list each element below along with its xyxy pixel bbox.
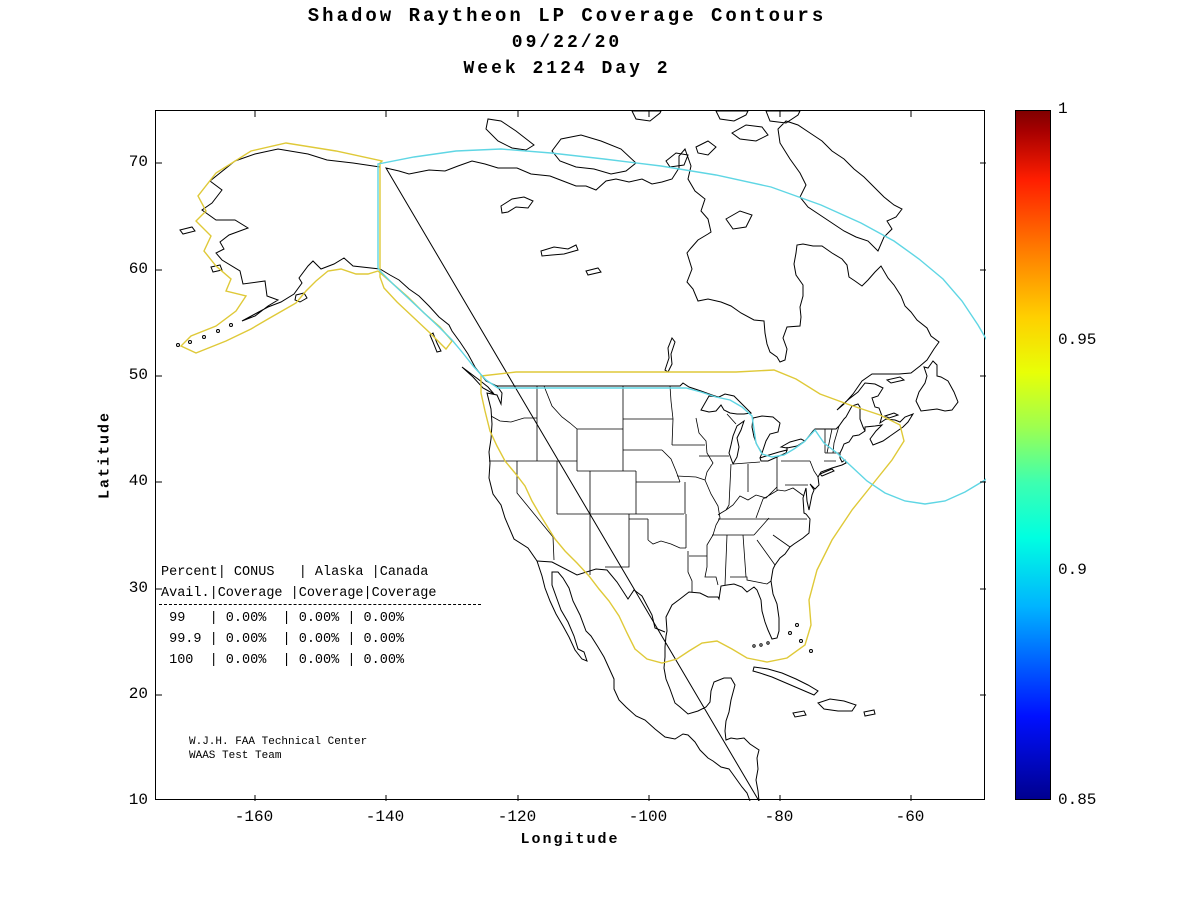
coverage-table-header-row2: Avail.|Coverage |Coverage|Coverage xyxy=(161,586,437,601)
ytick-60: 60 xyxy=(128,260,148,278)
us-canada-border-path xyxy=(497,382,866,459)
conus-alaska-contour-conus-path xyxy=(480,369,905,664)
colorbar-tick-095: 0.95 xyxy=(1058,331,1097,349)
title-line-3: Week 2124 Day 2 xyxy=(463,59,671,79)
state-borders-path xyxy=(489,385,840,592)
coverage-table-header: Percent| CONUS | Alaska |Canada Avail.|C… xyxy=(161,562,436,604)
title-line-1: Shadow Raytheon LP Coverage Contours xyxy=(307,5,827,27)
x-axis-label: Longitude xyxy=(520,831,620,848)
y-axis-label: Latitude xyxy=(96,410,114,500)
coverage-table-row-99-9: 99.9 | 0.00% | 0.00% | 0.00% xyxy=(161,632,405,647)
ytick-50: 50 xyxy=(128,366,148,384)
coverage-table-divider xyxy=(159,604,481,605)
north-america-map xyxy=(156,111,986,801)
attribution-text: W.J.H. FAA Technical Center WAAS Test Te… xyxy=(189,735,367,763)
ytick-70: 70 xyxy=(128,153,148,171)
figure-title: Shadow Raytheon LP Coverage Contours 09/… xyxy=(308,2,826,82)
colorbar-tick-09: 0.9 xyxy=(1058,561,1087,579)
coverage-table-row-99: 99 | 0.00% | 0.00% | 0.00% xyxy=(161,611,405,626)
axis-ticks-path xyxy=(156,111,986,801)
coverage-table-rows: 99 | 0.00% | 0.00% | 0.00% 99.9 | 0.00% … xyxy=(161,608,404,671)
coastline-path xyxy=(201,148,940,801)
coverage-table-header-row1: Percent| CONUS | Alaska |Canada xyxy=(161,565,429,580)
conus-alaska-contour-alaska-path xyxy=(179,142,453,354)
title-line-2: 09/22/20 xyxy=(511,33,623,53)
lakes-path xyxy=(500,196,807,466)
canada-contour-path xyxy=(377,148,986,505)
mexico-border-path xyxy=(536,560,666,633)
ytick-20: 20 xyxy=(128,685,148,703)
islands-path xyxy=(179,111,959,718)
colorbar xyxy=(1015,110,1051,800)
ytick-10: 10 xyxy=(128,791,148,809)
xtick-neg120: -120 xyxy=(497,808,537,826)
xtick-neg60: -60 xyxy=(895,808,925,826)
colorbar-tick-1: 1 xyxy=(1058,100,1068,118)
xtick-neg100: -100 xyxy=(628,808,668,826)
small-islands-dots xyxy=(176,323,813,653)
coverage-table-row-100: 100 | 0.00% | 0.00% | 0.00% xyxy=(161,653,405,668)
xtick-neg140: -140 xyxy=(365,808,405,826)
attribution-line1: W.J.H. FAA Technical Center xyxy=(189,736,368,748)
ytick-40: 40 xyxy=(128,472,148,490)
ytick-30: 30 xyxy=(128,579,148,597)
map-plot-area: Percent| CONUS | Alaska |Canada Avail.|C… xyxy=(155,110,986,801)
xtick-neg80: -80 xyxy=(764,808,794,826)
xtick-neg160: -160 xyxy=(234,808,274,826)
colorbar-tick-085: 0.85 xyxy=(1058,791,1097,809)
attribution-line2: WAAS Test Team xyxy=(189,750,282,762)
